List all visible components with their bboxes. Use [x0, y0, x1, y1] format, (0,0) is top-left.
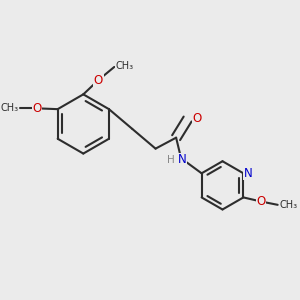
Text: O: O [256, 195, 266, 208]
Text: H: H [167, 154, 175, 165]
Text: O: O [193, 112, 202, 125]
Text: CH₃: CH₃ [1, 103, 19, 113]
Text: O: O [94, 74, 103, 87]
Text: O: O [32, 102, 42, 115]
Text: N: N [244, 167, 253, 180]
Text: CH₃: CH₃ [279, 200, 297, 210]
Text: N: N [178, 153, 187, 166]
Text: CH₃: CH₃ [116, 61, 134, 71]
